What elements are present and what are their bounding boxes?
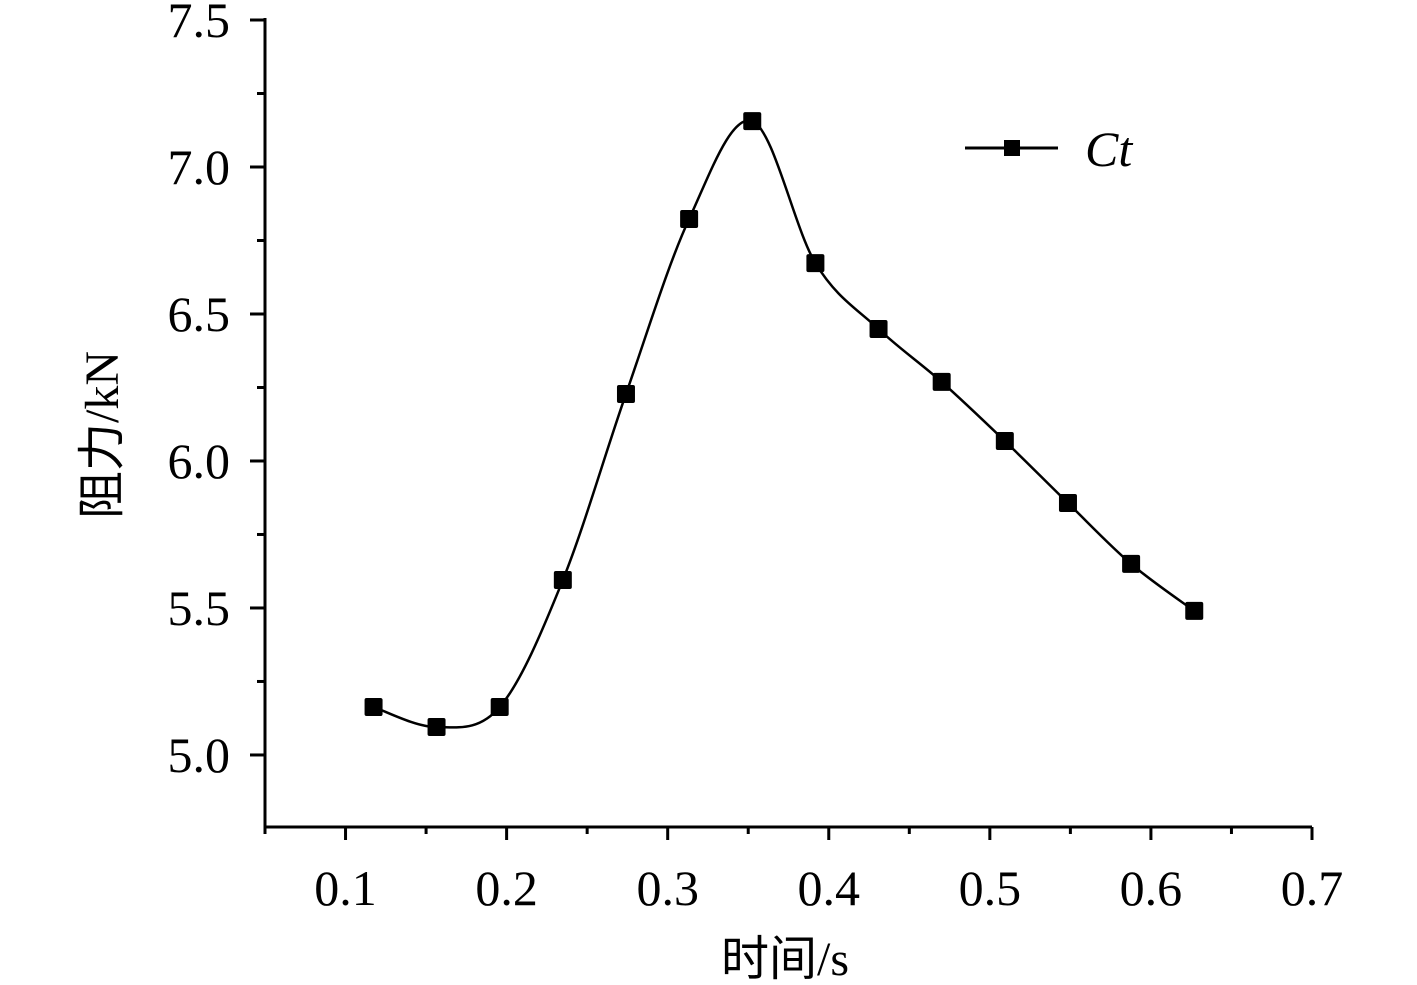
- data-point: [1058, 494, 1077, 513]
- data-point: [680, 210, 699, 229]
- y-tick-label: 7.0: [168, 139, 231, 195]
- y-tick-label: 6.5: [168, 286, 231, 342]
- x-tick-label: 0.5: [959, 860, 1022, 916]
- data-point: [869, 319, 888, 338]
- axes: [263, 18, 1312, 829]
- data-point: [932, 372, 951, 391]
- data-point: [743, 112, 762, 131]
- y-axis-title: 阻力/kN: [76, 351, 129, 519]
- legend-marker: [1004, 140, 1020, 156]
- x-tick-label: 0.7: [1281, 860, 1344, 916]
- y-tick-label: 5.5: [168, 580, 231, 636]
- data-point: [1185, 601, 1204, 620]
- data-point: [553, 571, 572, 590]
- y-tick-label: 6.0: [168, 433, 231, 489]
- series: [364, 112, 1204, 737]
- data-point: [364, 698, 383, 717]
- data-point: [806, 254, 825, 273]
- y-tick-label: 7.5: [168, 0, 231, 48]
- data-point: [616, 384, 635, 403]
- x-tick-label: 0.4: [798, 860, 861, 916]
- x-tick-label: 0.1: [314, 860, 377, 916]
- x-axis-title: 时间/s: [721, 933, 849, 985]
- x-tick-label: 0.3: [636, 860, 699, 916]
- ticks: 0.1 0.2 0.3 0.4 0.5 0.6 0.7 5.0 5.5 6.0 6.5 7.0 7.5: [168, 0, 1344, 916]
- x-tick-label: 0.6: [1120, 860, 1183, 916]
- data-point: [427, 718, 446, 737]
- data-point: [995, 431, 1014, 450]
- data-point: [1122, 554, 1141, 573]
- data-point: [490, 698, 509, 717]
- legend-label: Ct: [1085, 121, 1133, 177]
- y-tick-label: 5.0: [168, 727, 231, 783]
- legend: Ct: [965, 121, 1133, 177]
- x-tick-label: 0.2: [475, 860, 538, 916]
- series-line-Ct: [373, 119, 1195, 729]
